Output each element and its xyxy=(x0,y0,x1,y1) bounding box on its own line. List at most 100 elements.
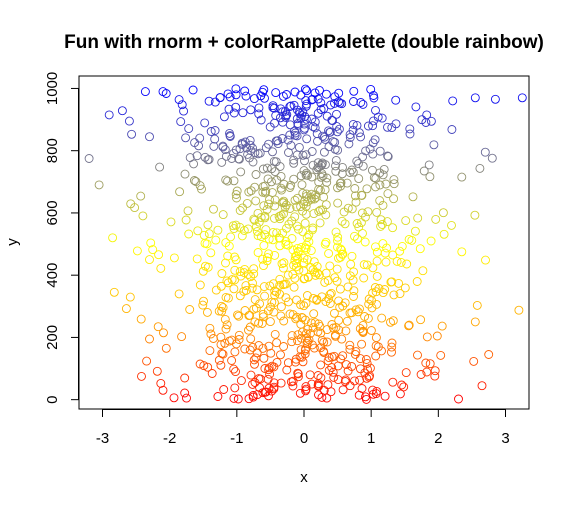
data-point xyxy=(224,104,234,114)
data-point xyxy=(233,394,243,404)
data-point xyxy=(270,286,280,296)
data-point xyxy=(335,98,345,108)
data-point xyxy=(322,337,332,347)
data-point xyxy=(375,146,385,156)
data-point xyxy=(310,117,320,127)
data-point xyxy=(249,264,259,274)
data-point xyxy=(175,187,185,197)
data-point xyxy=(199,296,208,306)
data-point xyxy=(244,187,254,197)
data-point xyxy=(326,100,336,110)
data-point xyxy=(418,266,428,276)
data-point xyxy=(218,349,228,359)
data-point xyxy=(264,363,274,373)
data-point xyxy=(231,220,241,230)
data-point xyxy=(236,376,246,386)
data-point xyxy=(174,289,184,299)
data-point xyxy=(234,154,244,164)
data-point xyxy=(401,368,411,378)
data-point xyxy=(252,222,261,232)
data-point xyxy=(227,335,237,345)
data-point xyxy=(293,105,302,115)
data-point xyxy=(470,317,480,327)
data-point xyxy=(348,119,358,129)
data-point xyxy=(302,134,312,144)
data-point xyxy=(371,333,381,343)
data-point xyxy=(323,380,333,390)
data-point xyxy=(277,134,287,143)
data-point xyxy=(295,352,305,362)
data-point xyxy=(230,252,240,262)
data-point xyxy=(274,233,284,243)
data-point xyxy=(347,165,357,175)
data-point xyxy=(254,217,264,227)
data-point xyxy=(432,331,442,341)
data-point xyxy=(413,350,422,360)
data-point xyxy=(371,242,380,252)
data-point xyxy=(221,238,231,248)
data-point xyxy=(315,185,325,195)
data-point xyxy=(219,385,229,394)
data-point xyxy=(383,189,393,199)
data-point xyxy=(227,154,237,163)
data-point xyxy=(188,85,198,95)
data-point xyxy=(264,139,273,149)
data-point xyxy=(291,262,301,272)
data-point xyxy=(470,93,480,103)
data-point xyxy=(205,323,215,333)
data-point xyxy=(192,254,202,264)
x-tick-label: -2 xyxy=(163,430,176,447)
data-point xyxy=(395,289,405,299)
data-point xyxy=(296,345,306,355)
data-point xyxy=(245,310,255,320)
data-point xyxy=(223,89,233,99)
data-point xyxy=(138,211,148,221)
data-point xyxy=(227,275,237,285)
x-axis: -3 -2 -1 0 1 2 3 xyxy=(96,409,510,447)
data-point xyxy=(347,204,357,214)
data-point xyxy=(363,207,373,217)
data-point xyxy=(180,388,190,398)
data-point xyxy=(136,314,146,324)
data-point xyxy=(283,358,293,368)
data-point xyxy=(234,330,244,340)
data-point xyxy=(221,292,231,302)
data-point xyxy=(298,227,308,237)
data-point xyxy=(243,224,253,234)
data-point xyxy=(127,129,137,139)
data-point xyxy=(454,394,463,404)
data-point xyxy=(240,86,250,96)
data-point xyxy=(312,129,322,139)
data-point xyxy=(250,182,260,192)
data-point xyxy=(383,151,393,161)
data-point xyxy=(246,370,256,380)
data-point xyxy=(231,190,241,199)
data-point xyxy=(273,136,283,146)
data-point xyxy=(334,124,344,134)
data-point xyxy=(192,151,202,161)
y-tick-label: 400 xyxy=(44,263,61,288)
data-point xyxy=(238,108,248,118)
data-point xyxy=(326,288,336,298)
data-point xyxy=(415,244,425,254)
data-point xyxy=(121,304,131,314)
data-point xyxy=(265,317,275,327)
data-point xyxy=(487,153,497,163)
data-point xyxy=(290,252,300,262)
data-point xyxy=(286,101,296,111)
data-point xyxy=(358,228,367,238)
data-point xyxy=(299,166,309,176)
data-point xyxy=(286,141,296,150)
data-point xyxy=(294,107,304,117)
data-point xyxy=(381,257,391,267)
data-point xyxy=(259,353,269,363)
data-point xyxy=(216,340,226,350)
data-point xyxy=(276,302,286,312)
data-point xyxy=(397,241,407,251)
data-point xyxy=(431,214,441,224)
data-point xyxy=(351,347,361,357)
data-point xyxy=(399,382,409,392)
data-point xyxy=(318,131,328,141)
data-point xyxy=(290,87,300,97)
data-point xyxy=(242,198,252,208)
